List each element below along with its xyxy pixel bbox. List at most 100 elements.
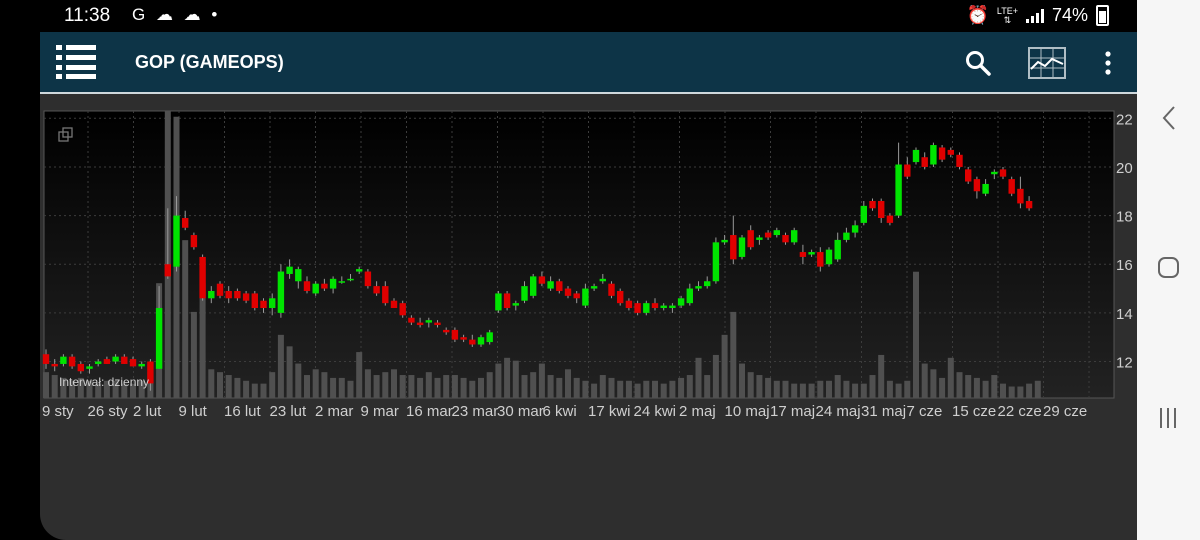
candlestick-chart[interactable]: 22 20 18 16 14 12 9 sty 26 sty 2 lut 9 lut 16 lut… xyxy=(40,94,1137,540)
candle xyxy=(312,281,319,296)
candle xyxy=(582,283,589,309)
volume-bar xyxy=(799,383,806,398)
volume-bar xyxy=(869,375,876,398)
candle-body xyxy=(834,239,841,260)
volume-bar xyxy=(521,375,528,398)
chart-area[interactable]: 22 20 18 16 14 12 9 sty 26 sty 2 lut 9 lut 16 lut… xyxy=(40,94,1137,540)
candle xyxy=(834,232,841,262)
candle xyxy=(521,281,528,304)
candle-body xyxy=(530,276,537,296)
candle-body xyxy=(486,332,493,343)
candle xyxy=(617,288,624,306)
candle-body xyxy=(991,171,998,175)
x-tick-label: 10 maj xyxy=(725,403,770,420)
volume-bar xyxy=(1017,386,1024,398)
more-vert-icon[interactable] xyxy=(1098,50,1118,76)
volume-bar xyxy=(364,369,371,398)
zoom-reset-icon[interactable] xyxy=(58,127,73,142)
x-tick-label: 9 lut xyxy=(179,403,208,420)
candle xyxy=(51,359,58,372)
candle-body xyxy=(434,322,441,326)
volume-bar xyxy=(199,283,206,398)
volume-bar xyxy=(939,377,946,398)
candle-body xyxy=(608,283,615,296)
volume-bar xyxy=(43,372,49,398)
x-tick-label: 31 maj xyxy=(861,403,906,420)
volume-bar xyxy=(269,372,276,398)
x-axis: 9 sty 26 sty 2 lut 9 lut 16 lut 23 lut 2 mar 9 … xyxy=(42,403,1087,420)
candle xyxy=(164,208,171,279)
candle xyxy=(712,237,720,284)
volume-bar xyxy=(277,334,284,398)
candle xyxy=(530,273,537,299)
candle-body xyxy=(521,286,528,301)
candle-body xyxy=(547,281,554,289)
volume-bar xyxy=(304,375,310,398)
x-tick-label: 26 sty xyxy=(88,403,129,420)
candle-body xyxy=(564,288,572,296)
candle-body xyxy=(973,179,981,192)
volume-bar xyxy=(730,311,737,398)
volume-bar xyxy=(399,375,406,398)
lte-label: LTE+ xyxy=(996,5,1018,16)
volume-bar xyxy=(504,357,511,398)
volume-bar xyxy=(182,240,189,398)
candle xyxy=(121,354,128,364)
volume-bar xyxy=(217,372,223,398)
candle xyxy=(321,278,328,291)
candle xyxy=(486,329,493,345)
candle-body xyxy=(495,293,502,311)
volume-bar xyxy=(643,380,650,398)
volume-bar xyxy=(451,375,458,398)
candle xyxy=(190,232,198,250)
candle-body xyxy=(469,339,476,345)
volume-bar xyxy=(382,372,389,398)
candle xyxy=(60,354,67,367)
candle-body xyxy=(356,269,363,272)
x-tick-label: 9 sty xyxy=(42,403,74,420)
candle xyxy=(669,303,676,313)
candle xyxy=(364,269,372,289)
candle xyxy=(356,266,363,274)
home-icon[interactable] xyxy=(1137,252,1200,284)
candle-body xyxy=(121,356,128,364)
candle-body xyxy=(1017,188,1024,204)
candle-body xyxy=(738,237,746,257)
volume-bar xyxy=(843,380,850,398)
x-tick-label: 7 cze xyxy=(907,403,943,420)
candle-body xyxy=(851,225,859,233)
volume-bar xyxy=(660,383,667,398)
volume-bar xyxy=(495,363,502,398)
candle-body xyxy=(503,293,511,309)
chart-type-icon[interactable] xyxy=(1028,47,1066,79)
notification-icons: G ☁ ☁ • xyxy=(132,5,221,24)
x-tick-label: 22 cze xyxy=(998,403,1042,420)
candle-body xyxy=(208,290,215,299)
candle-body xyxy=(347,278,354,281)
volume-bar xyxy=(826,380,832,398)
volume-bar xyxy=(617,380,624,398)
candle xyxy=(495,290,502,313)
candle-body xyxy=(582,288,589,306)
candle-body xyxy=(808,252,815,255)
back-icon[interactable] xyxy=(1137,102,1200,134)
candle-body xyxy=(651,303,659,309)
candle xyxy=(686,283,693,306)
search-icon[interactable] xyxy=(965,50,991,76)
volume-bar xyxy=(704,375,711,398)
candle xyxy=(982,179,989,197)
candle xyxy=(825,247,833,267)
candle xyxy=(77,361,84,374)
status-right: ⏰ LTE+ ⇅ 74% xyxy=(966,5,1109,26)
candle-body xyxy=(155,308,163,369)
volume-bar xyxy=(599,375,606,398)
alarm-icon: ⏰ xyxy=(966,5,989,25)
status-time: 11:38 xyxy=(64,5,111,26)
candle-body xyxy=(686,288,693,304)
recent-apps-icon[interactable] xyxy=(1137,402,1200,434)
volume-bar xyxy=(652,380,658,398)
x-tick-label: 24 maj xyxy=(816,403,861,420)
x-tick-label: 15 cze xyxy=(952,403,996,420)
menu-list-icon[interactable] xyxy=(56,45,96,79)
candle-body xyxy=(625,300,633,309)
